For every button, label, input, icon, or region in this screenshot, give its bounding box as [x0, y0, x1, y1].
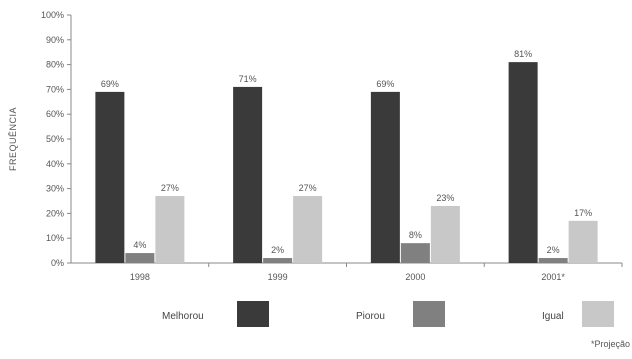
data-label: 81% [514, 49, 532, 59]
bar-igual-2000 [431, 206, 460, 263]
legend-label-igual: Igual [542, 311, 564, 322]
legend-label-melhorou: Melhorou [162, 311, 204, 322]
y-tick-label: 80% [46, 60, 64, 70]
data-label: 8% [409, 230, 422, 240]
bar-piorou-2001 [539, 258, 568, 263]
y-axis-ticks: 0% 10% 20% 30% 40% 50% 60% 70% 80% 90% 100% [41, 10, 71, 268]
y-tick-label: 0% [51, 258, 64, 268]
bar-igual-1999 [293, 196, 322, 263]
legend-swatch-melhorou [237, 301, 269, 327]
data-label: 23% [436, 193, 454, 203]
data-label: 4% [133, 240, 146, 250]
bar-melhorou-1999 [233, 87, 262, 263]
y-tick-label: 90% [46, 35, 64, 45]
x-tick-label: 2001* [541, 272, 565, 282]
data-label: 27% [299, 183, 317, 193]
data-label: 2% [547, 245, 560, 255]
bar-piorou-1999 [263, 258, 292, 263]
x-tick-label: 1998 [130, 272, 150, 282]
data-label: 17% [574, 208, 592, 218]
bar-piorou-2000 [401, 243, 430, 263]
bar-melhorou-2000 [371, 92, 400, 263]
bar-melhorou-2001 [509, 62, 538, 263]
legend-label-piorou: Piorou [356, 311, 385, 322]
y-tick-label: 50% [46, 134, 64, 144]
bar-igual-1998 [155, 196, 184, 263]
legend: Melhorou Piorou Igual [162, 301, 614, 327]
footnote: *Projeção [591, 339, 630, 349]
data-label: 27% [161, 183, 179, 193]
data-label: 71% [239, 74, 257, 84]
x-axis-separators [209, 263, 622, 267]
y-tick-label: 40% [46, 159, 64, 169]
y-tick-label: 20% [46, 208, 64, 218]
bar-igual-2001 [569, 221, 598, 263]
x-tick-label: 2000 [405, 272, 425, 282]
data-label: 69% [101, 79, 119, 89]
y-tick-label: 70% [46, 84, 64, 94]
y-tick-label: 60% [46, 109, 64, 119]
legend-swatch-piorou [413, 301, 445, 327]
y-tick-label: 30% [46, 184, 64, 194]
bars [95, 62, 597, 263]
legend-swatch-igual [582, 301, 614, 327]
data-label: 69% [376, 79, 394, 89]
data-label: 2% [271, 245, 284, 255]
x-axis-ticks: 1998 1999 2000 2001* [130, 272, 566, 282]
bar-piorou-1998 [125, 253, 154, 263]
x-tick-label: 1999 [268, 272, 288, 282]
y-axis-title: FREQUÊNCIA [8, 107, 18, 171]
y-tick-label: 100% [41, 10, 64, 20]
bar-melhorou-1998 [95, 92, 124, 263]
y-tick-label: 10% [46, 233, 64, 243]
